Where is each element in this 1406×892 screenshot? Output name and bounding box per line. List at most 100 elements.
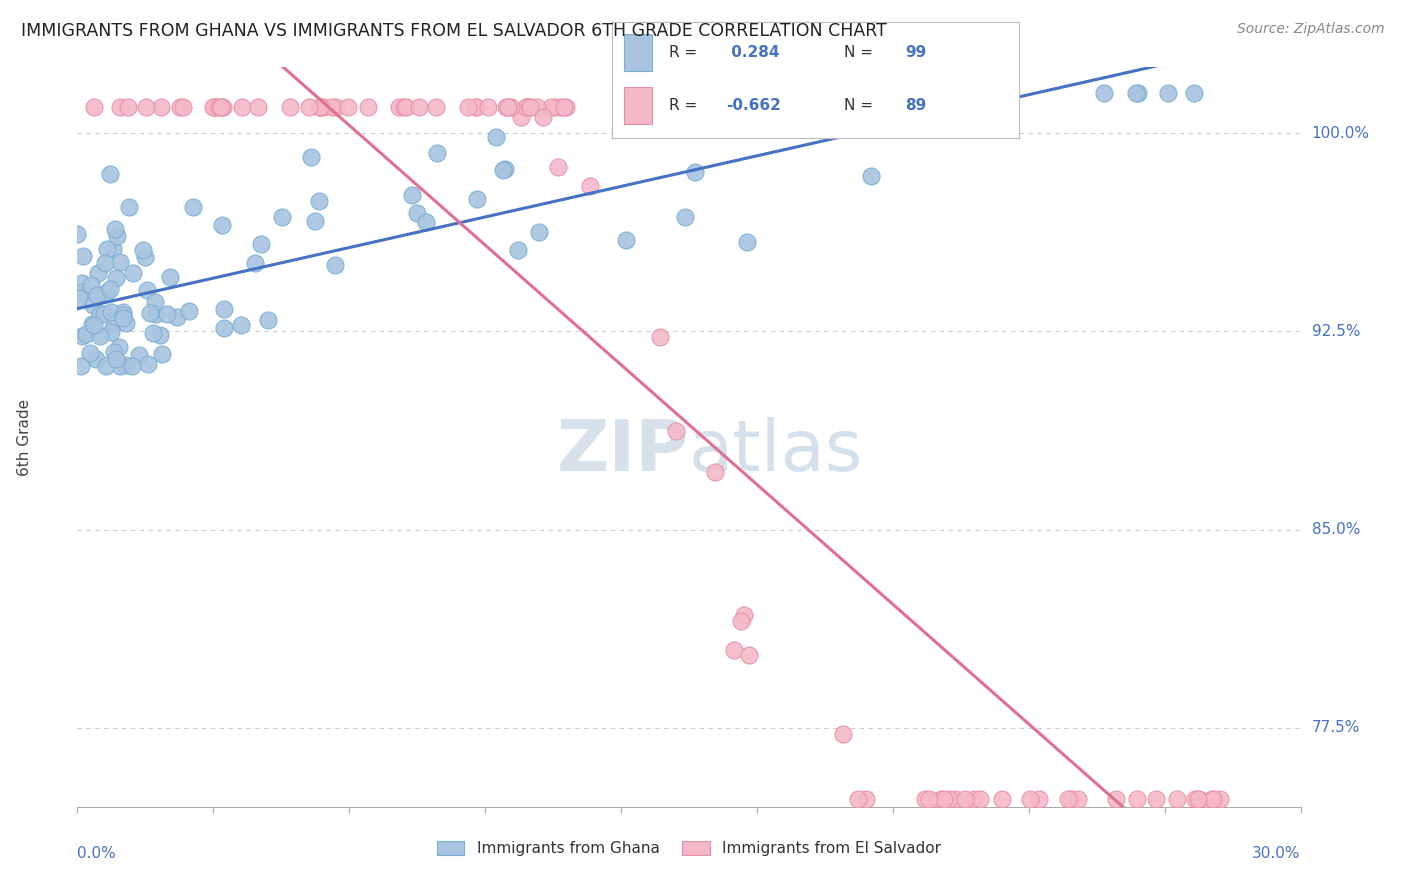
Text: atlas: atlas	[689, 417, 863, 486]
Point	[67, 291, 90, 305]
FancyBboxPatch shape	[624, 87, 652, 124]
Point	[860, 169, 883, 184]
Point	[86, 287, 108, 301]
Text: 99: 99	[905, 45, 927, 60]
Point	[1125, 87, 1147, 101]
Point	[321, 99, 343, 113]
Point	[912, 87, 935, 101]
Point	[553, 99, 575, 113]
Point	[214, 321, 236, 335]
Point	[395, 99, 418, 113]
Point	[492, 163, 515, 178]
Point	[80, 277, 103, 292]
Point	[212, 301, 235, 316]
Point	[108, 359, 131, 373]
Text: 100.0%: 100.0%	[1312, 126, 1369, 141]
Point	[105, 229, 128, 244]
Point	[1105, 792, 1128, 806]
Point	[209, 99, 232, 113]
Point	[515, 99, 537, 113]
Point	[547, 160, 569, 174]
Text: 89: 89	[905, 98, 927, 113]
Point	[401, 187, 423, 202]
Point	[672, 109, 695, 123]
Point	[703, 465, 725, 479]
Point	[465, 99, 488, 113]
Point	[94, 359, 117, 373]
Point	[172, 99, 194, 113]
Point	[683, 165, 706, 179]
Point	[938, 792, 960, 806]
Point	[156, 307, 179, 321]
Point	[103, 345, 125, 359]
Point	[1125, 792, 1147, 806]
Point	[457, 99, 479, 113]
Point	[665, 424, 688, 438]
Point	[1126, 87, 1149, 101]
Point	[1028, 792, 1050, 806]
Point	[848, 792, 870, 806]
Point	[117, 99, 139, 113]
Point	[243, 256, 266, 270]
Point	[1201, 792, 1223, 806]
Point	[143, 294, 166, 309]
Point	[425, 99, 447, 113]
Point	[465, 192, 488, 206]
Point	[149, 327, 172, 342]
Point	[1060, 792, 1083, 806]
Point	[94, 256, 117, 270]
Point	[70, 277, 93, 291]
Point	[1188, 792, 1211, 806]
Point	[75, 327, 97, 342]
Point	[181, 200, 204, 214]
Point	[1019, 792, 1042, 806]
Text: 77.5%: 77.5%	[1312, 721, 1360, 735]
Point	[98, 167, 121, 181]
Text: 0.284: 0.284	[725, 45, 779, 60]
Point	[82, 298, 104, 312]
Point	[356, 99, 378, 113]
Point	[204, 99, 226, 113]
Point	[132, 243, 155, 257]
Text: -0.662: -0.662	[725, 98, 780, 113]
Point	[139, 306, 162, 320]
Point	[101, 242, 124, 256]
Point	[969, 792, 991, 806]
Point	[128, 347, 150, 361]
Point	[516, 99, 538, 113]
Point	[136, 358, 159, 372]
Point	[72, 249, 94, 263]
Point	[150, 99, 173, 113]
Point	[495, 99, 517, 113]
Point	[94, 286, 117, 301]
Point	[496, 99, 519, 113]
Point	[652, 99, 675, 113]
Point	[93, 308, 115, 322]
Point	[309, 99, 332, 113]
Point	[735, 235, 758, 249]
Point	[271, 210, 294, 224]
Point	[201, 99, 224, 113]
Point	[89, 328, 111, 343]
Point	[212, 99, 235, 113]
Point	[108, 99, 131, 113]
Point	[932, 792, 955, 806]
Point	[145, 308, 167, 322]
Text: 6th Grade: 6th Grade	[17, 399, 32, 475]
Point	[832, 727, 855, 741]
Text: ZIP: ZIP	[557, 417, 689, 486]
Point	[111, 305, 134, 319]
Point	[914, 792, 936, 806]
Point	[425, 146, 447, 161]
Point	[135, 283, 157, 297]
Point	[83, 318, 105, 332]
Point	[208, 99, 231, 113]
Point	[177, 303, 200, 318]
Point	[249, 236, 271, 251]
Point	[945, 792, 967, 806]
Legend: Immigrants from Ghana, Immigrants from El Salvador: Immigrants from Ghana, Immigrants from E…	[430, 835, 948, 863]
Point	[531, 110, 554, 124]
Point	[202, 99, 225, 113]
Point	[527, 225, 550, 239]
Point	[494, 161, 516, 176]
